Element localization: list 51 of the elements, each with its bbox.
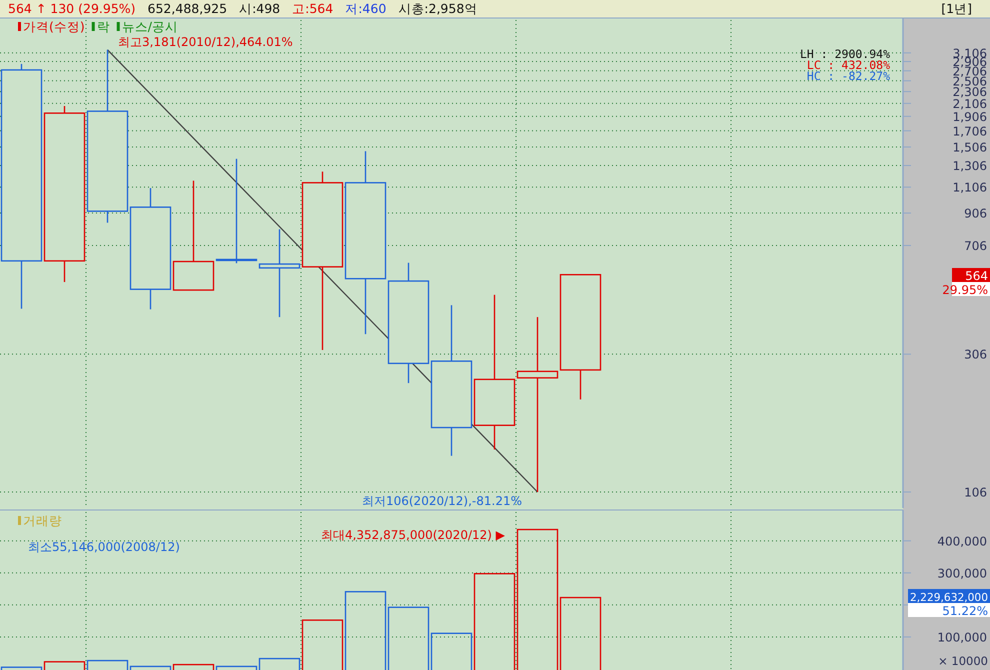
bar	[86, 660, 128, 670]
text: 시총:2,958억	[398, 1, 478, 16]
text: 시:498	[239, 1, 280, 16]
bar	[172, 664, 214, 670]
text: 고:564	[292, 1, 334, 16]
text: 2,229,632,000	[910, 591, 990, 604]
bar	[130, 666, 172, 670]
bar	[560, 596, 602, 670]
annotation: 최소55,146,000(2008/12)	[28, 540, 180, 554]
annotation: HC : -82.27%	[806, 69, 890, 83]
annotation: 최고3,181(2010/12),464.01%	[118, 35, 293, 49]
text: [1년]	[941, 1, 972, 16]
y-tick-label: 906	[964, 206, 987, 221]
annotation: 최대4,352,875,000(2020/12) ▶	[320, 528, 506, 542]
y-tick-label: 1,306	[952, 159, 987, 174]
bar	[430, 632, 472, 670]
y-tick-label: 1,106	[952, 180, 987, 195]
bar	[216, 666, 258, 670]
y-tick-label: 1,906	[952, 110, 987, 124]
bar	[258, 658, 300, 670]
annotation: LH : 2900.94%	[800, 47, 890, 61]
bar	[516, 528, 558, 670]
text: 564 ↑ 130 (29.95%)	[8, 1, 136, 16]
annotation: LC : 432.08%	[806, 58, 890, 72]
annotation: 락	[96, 19, 110, 34]
bar	[388, 606, 430, 670]
text: 51.22%	[942, 604, 988, 618]
annotation: 가격(수정)	[23, 19, 85, 34]
annotation: 뉴스/공시	[122, 19, 178, 34]
y-tick-label: 300,000	[937, 566, 987, 580]
y-tick-label: 306	[964, 348, 987, 362]
bar	[474, 573, 516, 670]
annotation: 최저106(2020/12),-81.21%	[362, 494, 522, 508]
bar	[44, 661, 86, 670]
y-tick-label: 400,000	[937, 534, 987, 548]
y-tick-label: 106	[964, 485, 987, 500]
text: 652,488,925	[148, 1, 228, 16]
y-tick-label: 2,106	[952, 96, 987, 111]
y-tick-label: 1,706	[952, 124, 987, 138]
text: 564	[965, 269, 988, 283]
y-axis-title: × 10000	[938, 654, 988, 668]
bar	[0, 666, 42, 670]
text: 저:460	[345, 1, 386, 16]
y-tick-label: 1,506	[952, 140, 987, 154]
y-tick-label: 706	[964, 238, 987, 253]
annotation: 거래량	[23, 513, 62, 528]
y-tick-label: 100,000	[937, 630, 987, 644]
y-tick-label: 3,106	[952, 46, 987, 60]
text: 29.95%	[942, 283, 988, 297]
bar	[302, 619, 344, 670]
bar	[344, 591, 386, 670]
